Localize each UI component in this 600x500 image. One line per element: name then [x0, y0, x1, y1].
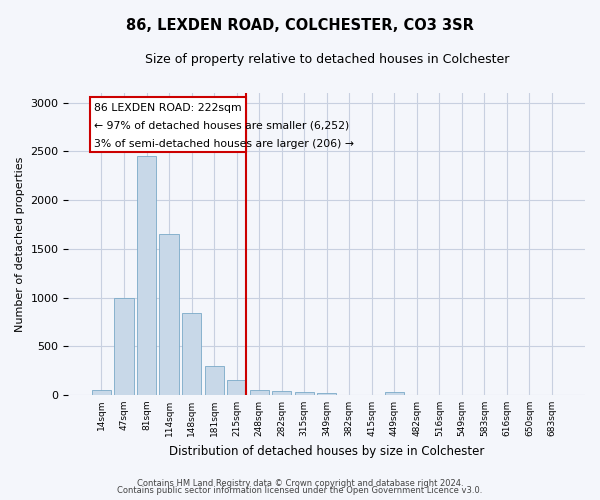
- Bar: [227, 380, 246, 395]
- Text: 86 LEXDEN ROAD: 222sqm: 86 LEXDEN ROAD: 222sqm: [94, 103, 241, 113]
- Bar: [295, 392, 314, 395]
- Bar: [250, 390, 269, 395]
- FancyBboxPatch shape: [90, 97, 246, 152]
- Bar: [272, 391, 291, 395]
- Bar: [137, 156, 156, 395]
- Text: 86, LEXDEN ROAD, COLCHESTER, CO3 3SR: 86, LEXDEN ROAD, COLCHESTER, CO3 3SR: [126, 18, 474, 32]
- Text: Contains public sector information licensed under the Open Government Licence v3: Contains public sector information licen…: [118, 486, 482, 495]
- Bar: [160, 234, 179, 395]
- Title: Size of property relative to detached houses in Colchester: Size of property relative to detached ho…: [145, 52, 509, 66]
- Y-axis label: Number of detached properties: Number of detached properties: [15, 156, 25, 332]
- Bar: [92, 390, 111, 395]
- Text: ← 97% of detached houses are smaller (6,252): ← 97% of detached houses are smaller (6,…: [94, 121, 349, 131]
- Text: Contains HM Land Registry data © Crown copyright and database right 2024.: Contains HM Land Registry data © Crown c…: [137, 478, 463, 488]
- Bar: [317, 393, 336, 395]
- Text: 3% of semi-detached houses are larger (206) →: 3% of semi-detached houses are larger (2…: [94, 139, 353, 149]
- X-axis label: Distribution of detached houses by size in Colchester: Distribution of detached houses by size …: [169, 444, 484, 458]
- Bar: [115, 298, 134, 395]
- Bar: [182, 313, 201, 395]
- Bar: [205, 366, 224, 395]
- Bar: [385, 392, 404, 395]
